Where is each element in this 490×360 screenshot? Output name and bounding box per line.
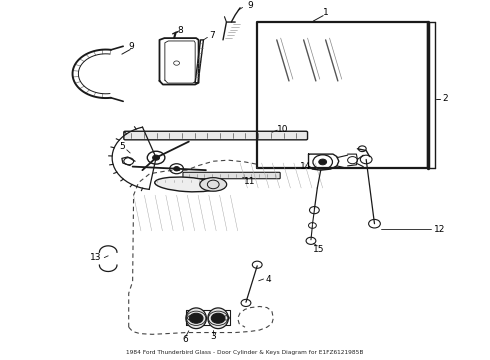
Text: 12: 12 <box>434 225 445 234</box>
Text: 5: 5 <box>119 143 125 152</box>
Circle shape <box>211 313 225 323</box>
FancyBboxPatch shape <box>183 172 280 179</box>
Ellipse shape <box>208 308 228 329</box>
Text: 1: 1 <box>323 8 328 17</box>
Text: 2: 2 <box>442 94 448 103</box>
Text: 9: 9 <box>129 42 135 51</box>
Ellipse shape <box>186 308 206 329</box>
FancyBboxPatch shape <box>124 131 308 140</box>
Text: 11: 11 <box>244 177 256 186</box>
Circle shape <box>189 313 203 323</box>
Text: 8: 8 <box>178 26 183 35</box>
Circle shape <box>173 167 179 171</box>
Text: 6: 6 <box>182 335 188 344</box>
Text: 4: 4 <box>266 275 271 284</box>
Circle shape <box>153 155 159 160</box>
Text: 13: 13 <box>90 253 102 262</box>
Text: 15: 15 <box>313 245 324 254</box>
Text: 3: 3 <box>210 332 216 341</box>
Text: 7: 7 <box>209 31 215 40</box>
Text: 9: 9 <box>247 1 253 10</box>
Circle shape <box>319 159 327 165</box>
Text: 1984 Ford Thunderbird Glass - Door Cylinder & Keys Diagram for E1FZ6121985B: 1984 Ford Thunderbird Glass - Door Cylin… <box>126 350 364 355</box>
Text: 10: 10 <box>277 125 289 134</box>
Text: 14: 14 <box>300 162 312 171</box>
Ellipse shape <box>155 177 218 192</box>
Ellipse shape <box>200 177 227 191</box>
